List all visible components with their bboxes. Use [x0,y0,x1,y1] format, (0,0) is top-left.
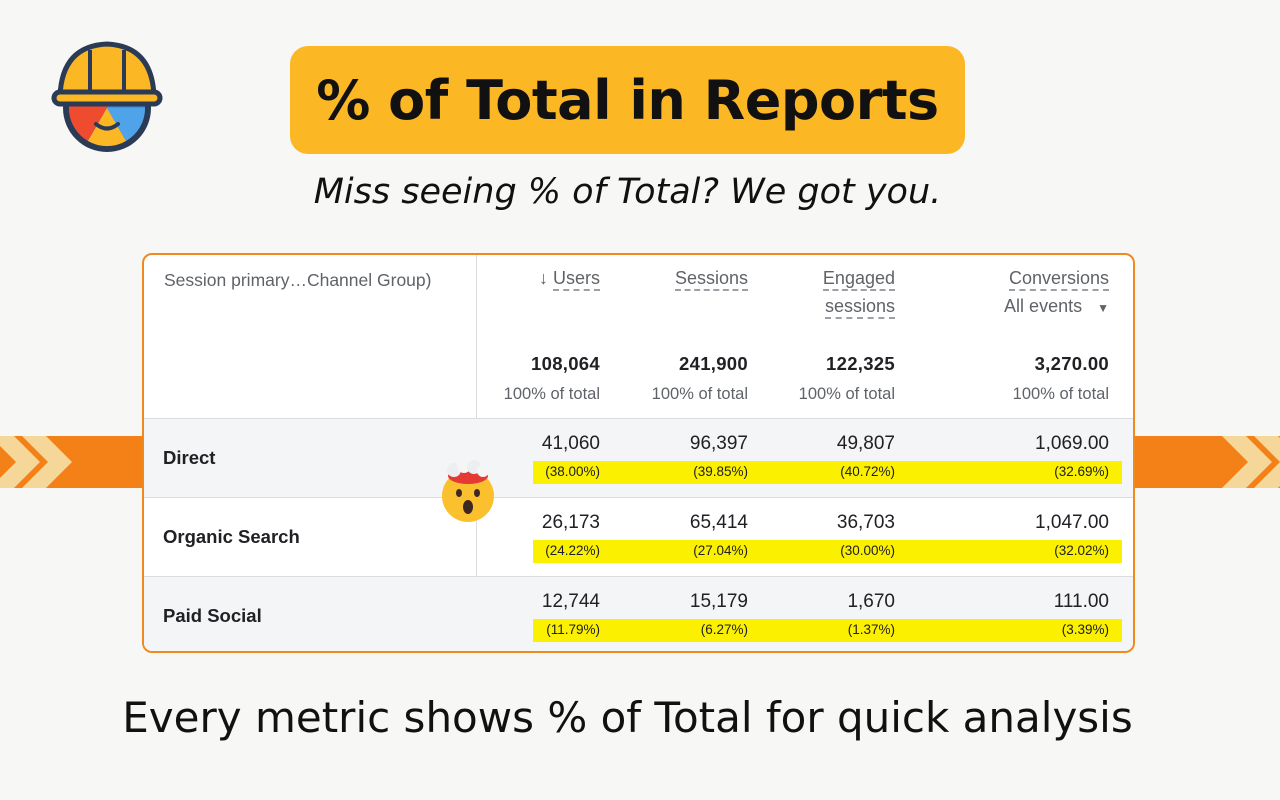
total-conversions: 3,270.00 [1034,353,1109,374]
cell-value: 111.00 [1053,591,1109,612]
total-pct-sessions: 100% of total [651,385,748,403]
row-label: Paid Social [163,605,262,626]
total-pct-conversions: 100% of total [1012,385,1109,403]
pct-highlight [533,619,1122,642]
metric-header-sessions[interactable]: Sessions [674,264,748,292]
cell-value: 1,670 [847,591,895,612]
cell-value: 41,060 [541,433,600,454]
cell-pct: (24.22%) [545,543,600,558]
cell-value: 1,069.00 [1035,433,1109,454]
total-pct-users: 100% of total [503,385,600,403]
footer-tagline: Every metric shows % of Total for quick … [122,693,1133,742]
cell-pct: (30.00%) [840,543,895,558]
total-sessions: 241,900 [679,353,748,374]
cell-value: 12,744 [541,591,600,612]
cell-pct: (32.69%) [1054,464,1109,479]
cell-pct: (6.27%) [700,622,748,637]
cell-pct: (38.00%) [545,464,600,479]
pct-highlight [533,461,1122,484]
row-label: Direct [163,447,216,468]
dropdown-caret-icon: ▼ [1097,301,1109,315]
chevron-band-right-icon [1132,436,1280,488]
chevron-band-left-icon [0,436,150,488]
cell-value: 26,173 [541,512,600,533]
metric-header-engaged-sessions[interactable]: Engaged sessions [822,264,895,320]
event-selector[interactable]: All events ▼ [1004,296,1109,316]
cell-value: 96,397 [689,433,748,454]
table-row-organic-search[interactable]: Organic Search 26,173 65,414 36,703 1,04… [144,497,1133,576]
pct-highlight [533,540,1122,563]
cell-pct: (1.37%) [847,622,895,637]
page-title: % of Total in Reports [316,68,939,132]
arrow-down-icon: ↓ [538,268,548,288]
mind-blown-emoji-icon [442,460,494,522]
dimension-header[interactable]: Session primary…Channel Group) [164,270,432,290]
cell-pct: (11.79%) [546,622,600,637]
metric-header-users[interactable]: ↓ Users [539,264,600,292]
total-users: 108,064 [531,353,600,374]
cell-pct: (39.85%) [693,464,748,479]
cell-pct: (3.39%) [1061,622,1109,637]
title-banner: % of Total in Reports [290,46,965,154]
cell-value: 49,807 [836,433,895,454]
cell-pct: (32.02%) [1054,543,1109,558]
total-engaged-sessions: 122,325 [826,353,895,374]
report-table: Session primary…Channel Group) ↓ Users S… [142,253,1135,653]
cell-value: 1,047.00 [1035,512,1109,533]
table-row-paid-social[interactable]: Paid Social 12,744 15,179 1,670 111.00 (… [144,576,1133,651]
cell-value: 36,703 [836,512,895,533]
cell-value: 65,414 [689,512,748,533]
metric-header-conversions[interactable]: Conversions All events ▼ [1004,268,1109,316]
cell-value: 15,179 [689,591,748,612]
cell-pct: (27.04%) [693,543,748,558]
cell-pct: (40.72%) [840,464,895,479]
table-row-direct[interactable]: Direct 41,060 96,397 49,807 1,069.00 (38… [144,418,1133,497]
row-label: Organic Search [163,526,300,547]
total-pct-engaged-sessions: 100% of total [798,385,895,403]
subtitle: Miss seeing % of Total? We got you. [313,172,942,212]
hardhat-face-logo-icon [51,41,163,152]
